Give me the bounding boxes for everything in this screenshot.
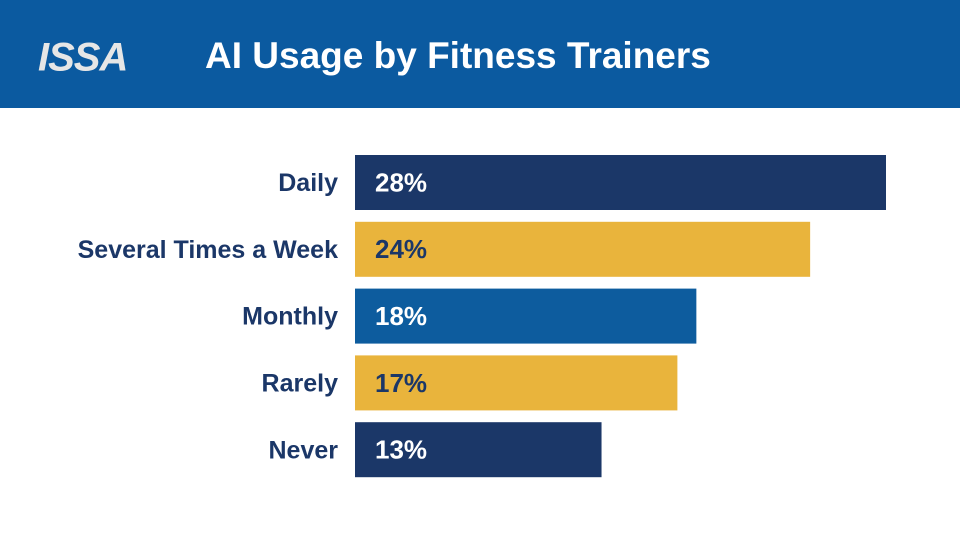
category-label: Several Times a Week xyxy=(78,236,338,264)
chart-title: AI Usage by Fitness Trainers xyxy=(205,35,711,76)
bar xyxy=(355,221,811,277)
header-band xyxy=(0,0,960,108)
value-label: 24% xyxy=(375,234,427,264)
category-label: Monthly xyxy=(242,303,338,331)
bar xyxy=(355,155,886,210)
category-label: Never xyxy=(269,436,339,464)
category-label: Daily xyxy=(278,169,338,197)
logo: ISSA xyxy=(38,36,127,80)
value-label: 18% xyxy=(375,301,427,331)
category-label: Rarely xyxy=(262,370,339,398)
value-label: 28% xyxy=(375,167,427,197)
bar xyxy=(355,288,697,344)
bar xyxy=(355,422,602,478)
value-label: 13% xyxy=(375,435,427,465)
value-label: 17% xyxy=(375,368,427,398)
bar xyxy=(355,355,678,411)
